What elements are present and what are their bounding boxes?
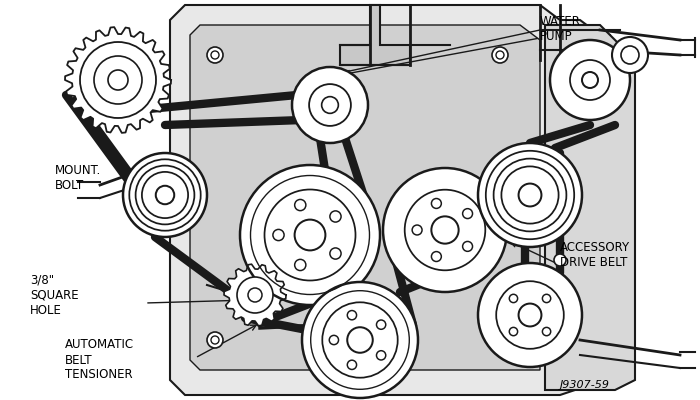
Circle shape	[329, 335, 339, 345]
Circle shape	[463, 242, 473, 251]
Circle shape	[123, 153, 207, 237]
Circle shape	[207, 332, 223, 348]
Circle shape	[322, 302, 398, 378]
Circle shape	[80, 42, 156, 118]
Polygon shape	[190, 25, 540, 370]
Circle shape	[295, 259, 306, 270]
Circle shape	[309, 84, 351, 126]
Circle shape	[542, 327, 551, 336]
Circle shape	[554, 214, 566, 226]
Circle shape	[237, 277, 273, 313]
Polygon shape	[545, 25, 635, 390]
Circle shape	[554, 254, 566, 266]
Circle shape	[211, 336, 219, 344]
Circle shape	[405, 190, 485, 270]
Circle shape	[240, 165, 380, 305]
Circle shape	[478, 143, 582, 247]
Circle shape	[612, 37, 648, 73]
Circle shape	[347, 310, 356, 320]
Circle shape	[248, 288, 262, 302]
Circle shape	[211, 51, 219, 59]
Circle shape	[494, 158, 566, 231]
Circle shape	[582, 72, 598, 88]
Circle shape	[412, 225, 422, 235]
Circle shape	[130, 159, 201, 231]
Circle shape	[570, 60, 610, 100]
Circle shape	[501, 166, 559, 224]
Circle shape	[496, 336, 504, 344]
Circle shape	[486, 151, 574, 239]
Circle shape	[330, 248, 341, 259]
Circle shape	[519, 184, 541, 206]
Circle shape	[156, 186, 174, 204]
Circle shape	[108, 70, 128, 90]
Text: 3/8"
SQUARE
HOLE: 3/8" SQUARE HOLE	[30, 274, 78, 316]
Text: WATER
PUMP: WATER PUMP	[540, 15, 581, 43]
Text: J9307-59: J9307-59	[560, 380, 610, 390]
Circle shape	[265, 190, 356, 280]
Polygon shape	[170, 5, 610, 395]
Circle shape	[330, 211, 341, 222]
Circle shape	[554, 294, 566, 306]
Circle shape	[431, 216, 458, 244]
Polygon shape	[340, 5, 410, 65]
Polygon shape	[65, 27, 171, 133]
Circle shape	[492, 47, 508, 63]
Polygon shape	[224, 264, 286, 326]
Circle shape	[321, 97, 338, 113]
Circle shape	[431, 252, 441, 262]
Circle shape	[478, 263, 582, 367]
Circle shape	[496, 51, 504, 59]
Circle shape	[510, 294, 517, 303]
Circle shape	[383, 168, 507, 292]
Circle shape	[463, 209, 473, 218]
Circle shape	[292, 67, 368, 143]
Circle shape	[94, 56, 142, 104]
Circle shape	[496, 281, 564, 349]
Circle shape	[347, 327, 373, 353]
Circle shape	[347, 360, 356, 370]
Circle shape	[431, 198, 441, 208]
Circle shape	[621, 46, 639, 64]
Circle shape	[273, 229, 284, 240]
Circle shape	[136, 166, 195, 224]
Circle shape	[519, 304, 541, 326]
Circle shape	[492, 332, 508, 348]
Circle shape	[207, 47, 223, 63]
Circle shape	[142, 172, 188, 218]
Text: MOUNT.
BOLT: MOUNT. BOLT	[55, 164, 102, 192]
Circle shape	[377, 320, 386, 329]
Text: ACCESSORY
DRIVE BELT: ACCESSORY DRIVE BELT	[560, 241, 630, 269]
Circle shape	[510, 327, 517, 336]
Circle shape	[550, 40, 630, 120]
Circle shape	[302, 282, 418, 398]
Text: AUTOMATIC
BELT
TENSIONER: AUTOMATIC BELT TENSIONER	[65, 338, 134, 382]
Circle shape	[377, 351, 386, 360]
Circle shape	[295, 220, 326, 250]
Circle shape	[295, 200, 306, 211]
Circle shape	[542, 294, 551, 303]
